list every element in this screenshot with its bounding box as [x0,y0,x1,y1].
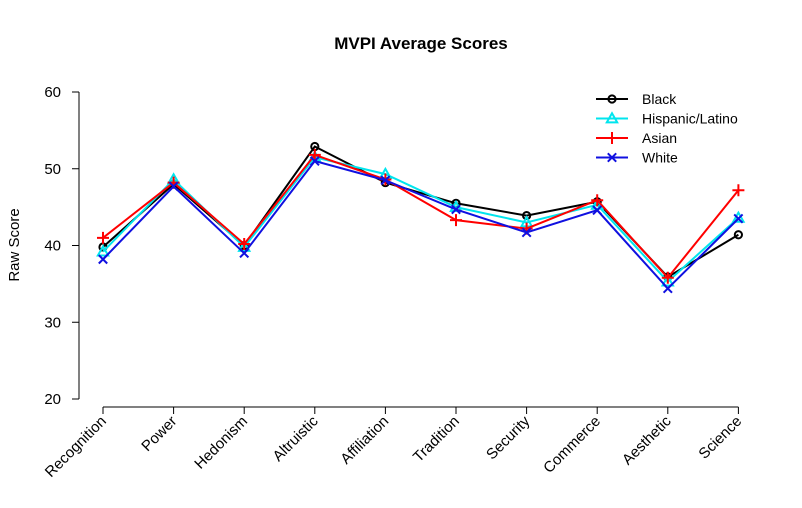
data-point [450,214,462,227]
data-point [308,148,321,161]
series-asian [97,148,745,284]
series-line [102,156,740,283]
y-tick-label: 30 [44,314,61,331]
y-tick-label: 20 [44,391,61,408]
data-point [237,239,252,252]
legend: Black Hispanic/Latino Asian White [596,91,738,166]
series-line [102,159,740,290]
x-tick-label: Commerce [540,413,604,477]
x-tick-label: Science [695,413,745,463]
data-point [239,248,250,259]
y-axis: 20 30 40 50 60 [44,84,80,408]
series-line [102,145,739,279]
data-point [662,283,673,294]
legend-entry: Black [596,91,677,107]
x-tick-label: Aesthetic [619,412,675,468]
series-white [98,156,744,294]
y-axis-label: Raw Score [6,208,23,281]
data-point [660,274,675,287]
data-point [733,213,744,224]
series-line [102,153,740,280]
series-layer [96,141,746,294]
legend-label: Hispanic/Latino [642,111,738,127]
legend-entry: White [596,150,678,166]
x-tick-label: Tradition [410,413,463,466]
x-tick-label: Power [138,413,180,455]
x-axis: Recognition Power Hedonism Altruistic Affili… [42,406,745,481]
legend-marker [606,132,618,144]
y-tick-label: 50 [44,161,61,178]
data-point [521,227,532,238]
x-tick-label: Altruistic [270,412,322,464]
data-point [733,230,744,240]
data-point [309,156,320,166]
legend-label: White [642,150,678,166]
legend-marker [607,152,617,163]
data-point [380,175,391,186]
legend-entry: Asian [596,130,677,146]
data-point [451,204,461,215]
data-point [168,181,179,192]
data-point [98,254,108,265]
x-tick-label: Recognition [42,413,110,481]
legend-marker [605,111,619,124]
data-point [238,237,251,250]
y-tick-label: 40 [44,238,61,255]
x-tick-label: Affiliation [337,413,392,468]
data-point [96,244,110,257]
legend-label: Asian [642,130,677,146]
data-point [732,184,745,197]
legend-entry: Hispanic/Latino [596,111,738,127]
data-point [661,271,674,284]
x-tick-label: Security [483,412,534,463]
legend-label: Black [642,91,677,107]
data-point [591,194,604,207]
data-point [97,231,109,244]
x-tick-label: Hedonism [191,413,251,473]
y-tick-label: 60 [44,84,61,101]
legend-marker [607,94,617,104]
data-point [592,205,603,216]
chart-title: MVPI Average Scores [334,34,508,53]
